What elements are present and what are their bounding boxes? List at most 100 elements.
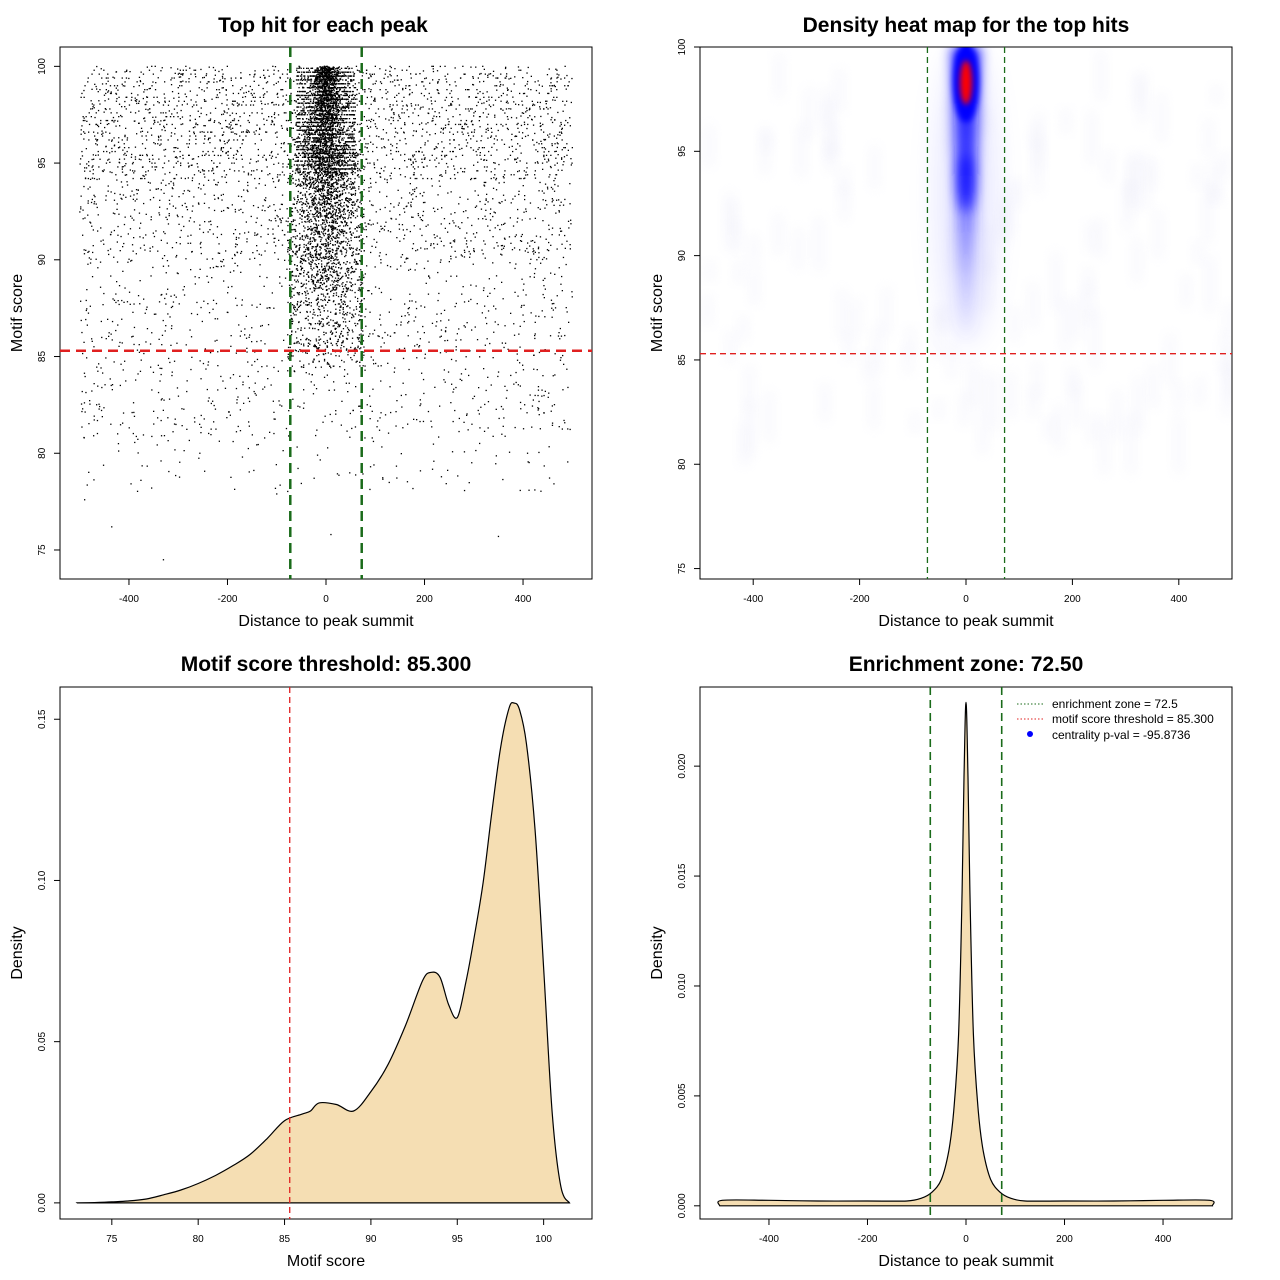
scatter-point [422,325,424,328]
scatter-point [190,312,193,315]
scatter-point [417,166,419,168]
scatter-point [474,236,476,238]
scatter-point [302,202,305,205]
scatter-point [124,81,126,83]
scatter-point [92,165,94,167]
scatter-point [110,333,112,335]
scatter-point [223,140,225,142]
scatter-point [299,82,302,84]
scatter-point [116,85,119,87]
scatter-point [208,137,210,139]
scatter-point [181,425,183,427]
scatter-point [459,227,461,230]
scatter-point [253,390,255,393]
scatter-point [475,177,477,180]
scatter-point [236,399,238,401]
scatter-point [538,84,540,86]
scatter-point [510,312,512,314]
scatter-point [353,73,355,75]
scatter-point [236,102,238,104]
scatter-point [396,477,398,479]
scatter-point [463,451,466,453]
scatter-point [545,103,547,105]
scatter-point [421,151,423,153]
scatter-point [90,222,92,224]
scatter-point [278,239,280,241]
scatter-point [203,170,206,172]
scatter-point [539,236,542,238]
scatter-point [257,443,259,446]
scatter-point [294,183,297,185]
scatter-point [352,187,354,189]
scatter-point [292,127,294,129]
scatter-point [259,127,261,129]
scatter-point [86,163,88,165]
scatter-point [323,90,325,92]
scatter-point [282,163,284,165]
scatter-point [458,417,460,420]
scatter-point [84,132,86,134]
scatter-point [140,131,142,133]
scatter-point [213,404,215,407]
scatter-point [333,154,335,156]
scatter-point [506,389,508,392]
scatter-point [208,154,210,156]
scatter-point [517,170,519,173]
scatter-point [360,281,362,283]
scatter-point [379,208,381,211]
scatter-point [470,66,472,68]
scatter-point [314,263,316,265]
scatter-point [379,314,381,316]
scatter-point [252,205,255,207]
scatter-point [135,253,137,255]
scatter-point [225,152,227,155]
scatter-point [508,78,510,80]
scatter-point [291,174,293,176]
scatter-point [126,301,129,303]
scatter-point [207,139,209,141]
scatter-point [551,316,553,318]
scatter-point [251,341,253,343]
scatter-point [439,261,442,263]
scatter-point [346,327,349,329]
scatter-point [190,269,192,271]
scatter-point [206,87,208,89]
scatter-point [308,123,310,126]
scatter-point [167,104,170,106]
scatter-point [372,119,375,122]
scatter-point [563,147,565,149]
scatter-point [116,261,119,263]
scatter-point [419,192,421,195]
scatter-point [161,344,163,346]
scatter-point [532,248,534,250]
scatter-point [373,162,375,164]
scatter-point [313,124,315,126]
scatter-point [533,272,536,275]
scatter-point [390,172,392,174]
scatter-point [436,70,439,72]
scatter-point [345,382,347,384]
scatter-point [203,142,205,144]
scatter-point [158,214,161,216]
scatter-point [95,138,97,140]
scatter-point [539,122,541,124]
scatter-point [396,79,398,81]
scatter-point [123,158,126,160]
scatter-point [139,303,141,305]
scatter-point [564,422,566,424]
scatter-point [554,177,556,180]
scatter-point [538,351,541,354]
scatter-point [510,242,512,244]
scatter-point [219,162,221,164]
scatter-point [304,96,306,98]
scatter-point [104,100,106,102]
scatter-point [354,258,356,261]
scatter-point [224,176,226,178]
scatter-point [343,375,346,377]
scatter-point [258,177,261,180]
scatter-point [230,147,232,149]
scatter-point [109,92,112,95]
scatter-point [482,112,484,114]
scatter-point [91,276,94,278]
scatter-point [530,75,532,77]
